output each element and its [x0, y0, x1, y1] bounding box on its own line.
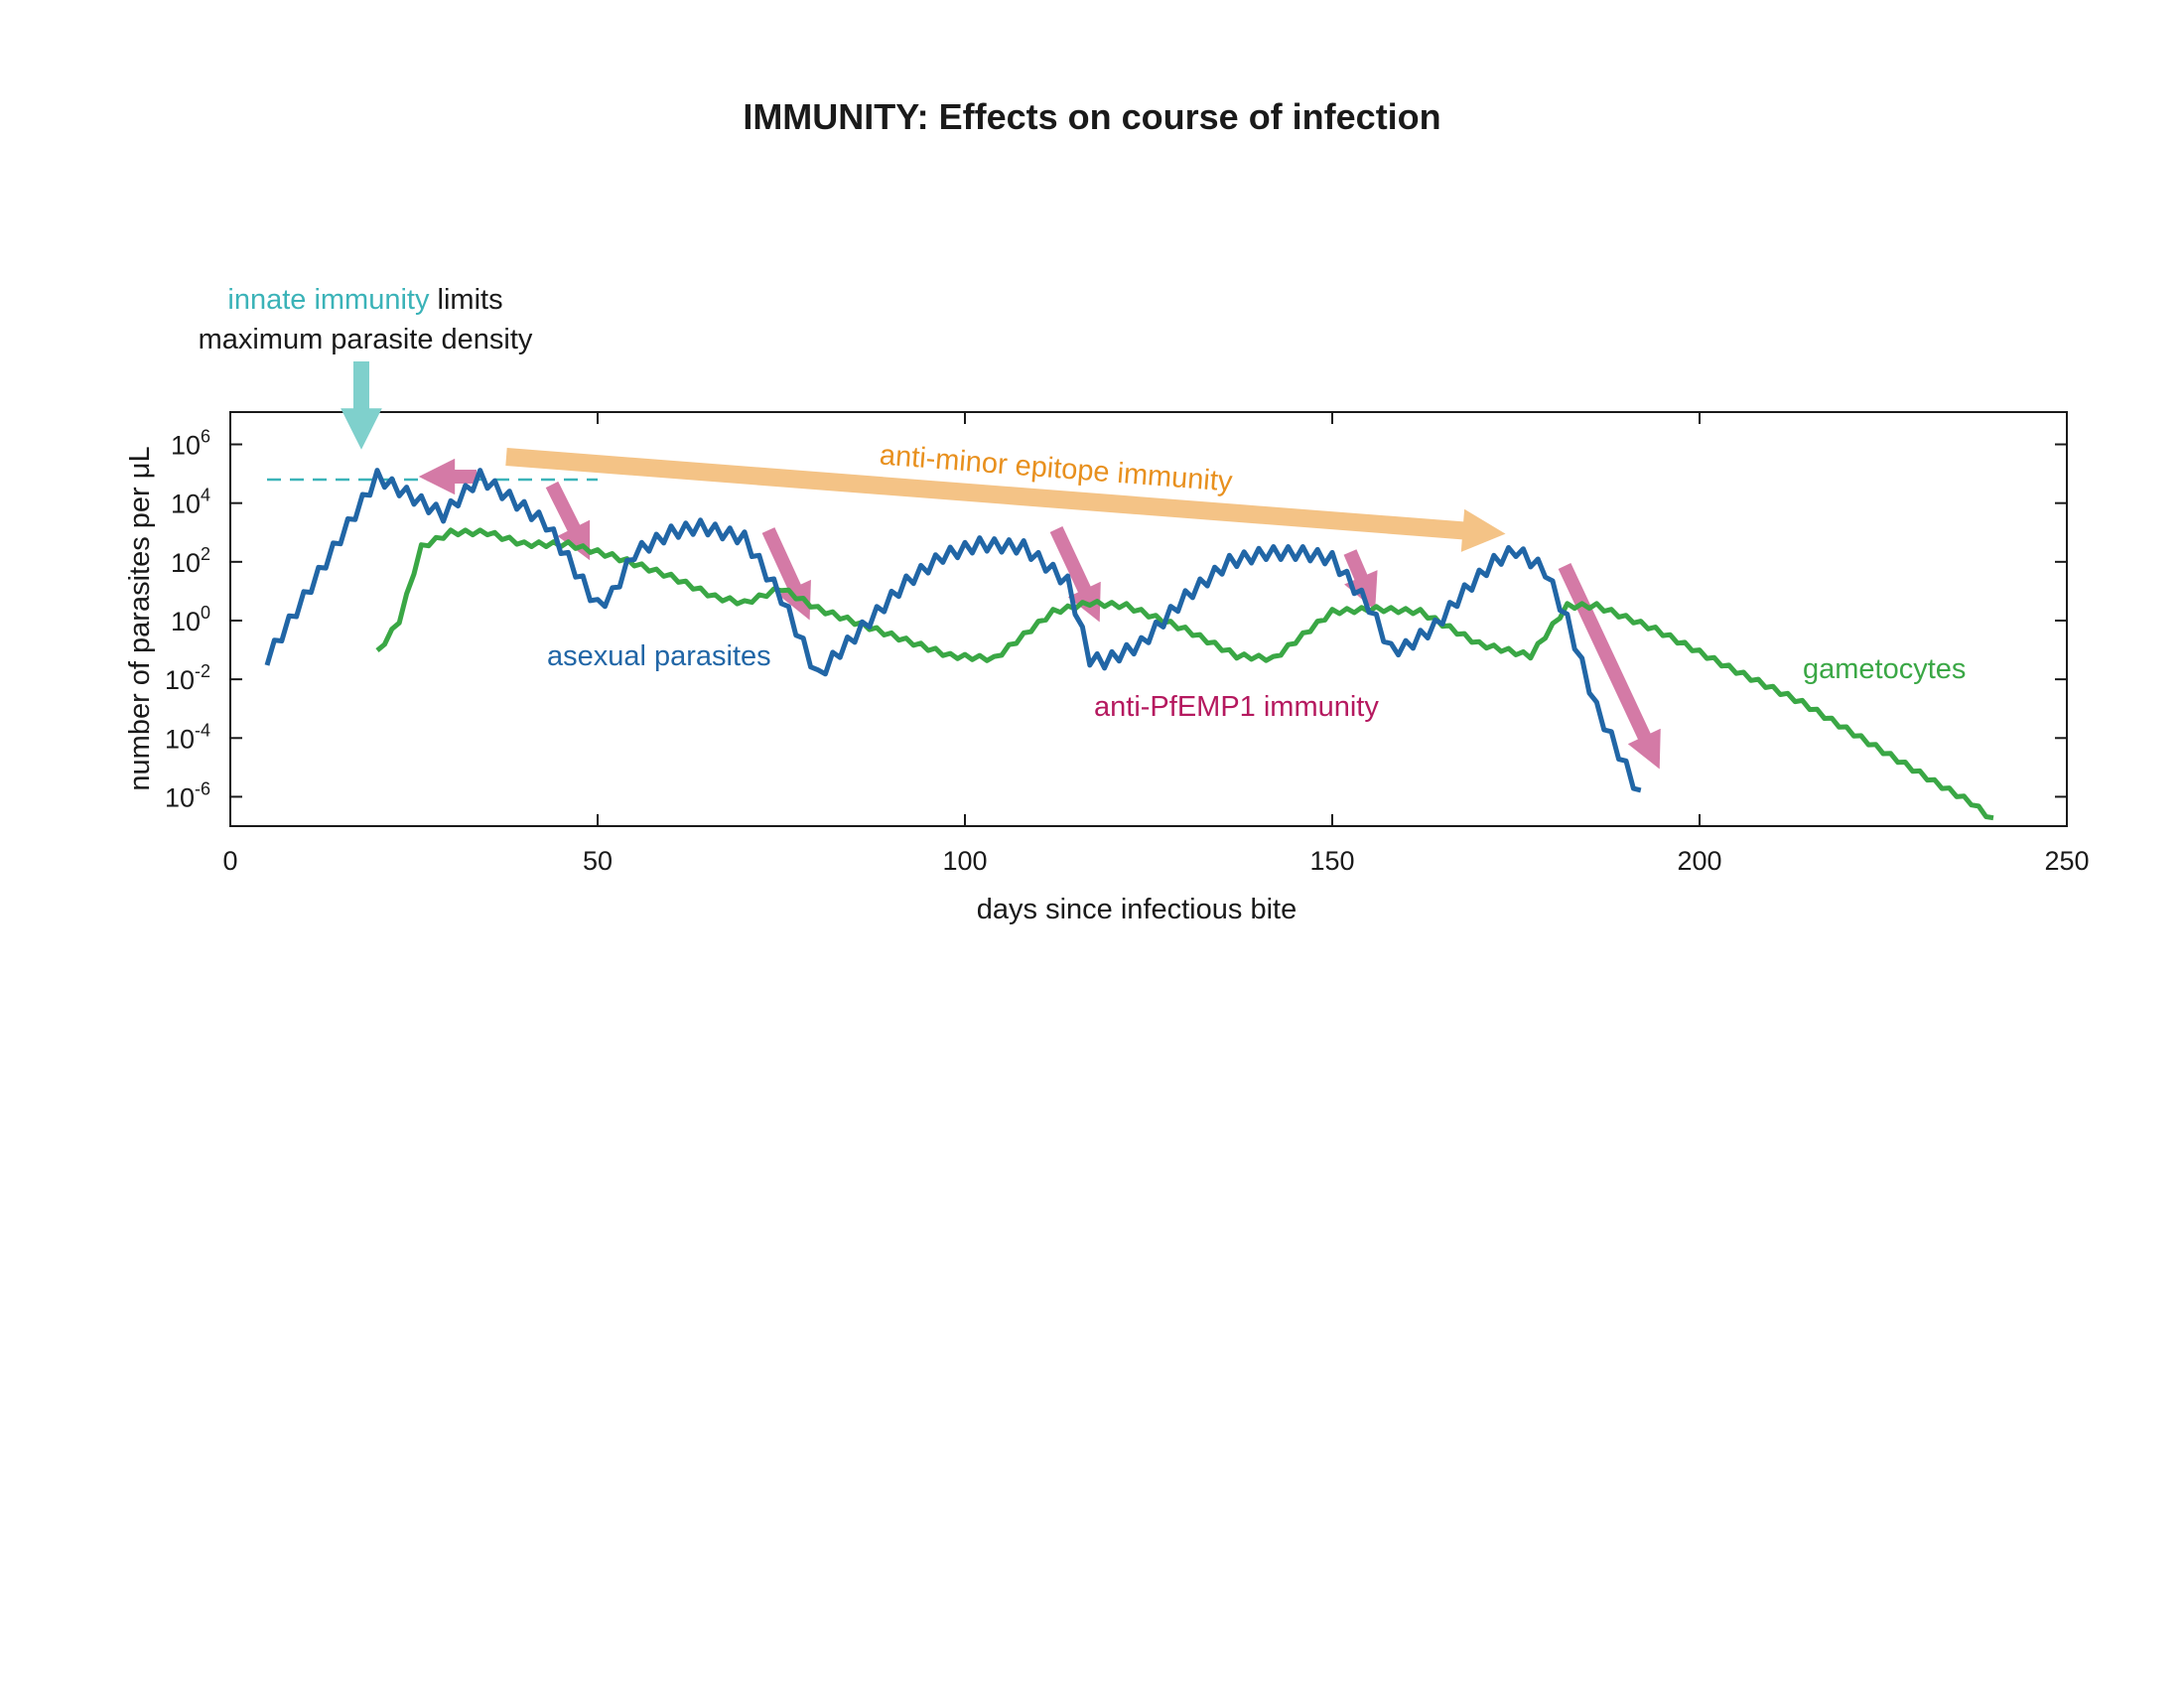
series-line-asexual-parasites: [264, 468, 1642, 793]
y-axis: 106 104 102 100 10-2 10-4 10-6: [165, 427, 2067, 812]
x-axis-label: days since infectious bite: [977, 894, 1297, 925]
plot-frame: [229, 411, 2068, 827]
x-axis: 0 50 100 150 200 250: [222, 412, 2090, 876]
y-tick-label: 10-2: [165, 661, 210, 695]
x-tick-label: 150: [1309, 846, 1354, 876]
pfemp1-arrow-2: [761, 527, 811, 621]
anti-pfemp1-label: anti-PfEMP1 immunity: [1094, 691, 1379, 723]
x-tick-label: 100: [942, 846, 987, 876]
y-tick-label: 100: [171, 603, 210, 636]
gametocytes-label: gametocytes: [1803, 653, 1966, 685]
x-tick-label: 50: [583, 846, 613, 876]
pfemp1-arrow-3: [1049, 526, 1101, 623]
x-tick-label: 200: [1677, 846, 1721, 876]
chart-title: IMMUNITY: Effects on course of infection: [743, 96, 1440, 137]
y-tick-label: 104: [171, 486, 210, 519]
innate-immunity-label-line2: maximum parasite density: [199, 324, 533, 355]
series-line-gametocytes: [375, 527, 1994, 821]
pfemp1-arrow-1: [545, 481, 591, 561]
y-axis-label: number of parasites per μL: [124, 446, 156, 790]
y-tick-label: 10-6: [165, 778, 210, 812]
x-tick-label: 0: [222, 846, 237, 876]
asexual-parasites-label: asexual parasites: [547, 640, 771, 672]
anti-minor-epitope-arrow: [505, 448, 1506, 552]
x-tick-label: 250: [2044, 846, 2089, 876]
y-tick-label: 10-4: [165, 720, 210, 754]
y-tick-label: 106: [171, 427, 210, 461]
pfemp1-arrow-4: [1343, 549, 1378, 611]
pfemp1-arrow-5: [1558, 563, 1661, 770]
y-tick-label: 102: [171, 544, 210, 578]
innate-immunity-label: innate immunity limits: [227, 284, 502, 316]
